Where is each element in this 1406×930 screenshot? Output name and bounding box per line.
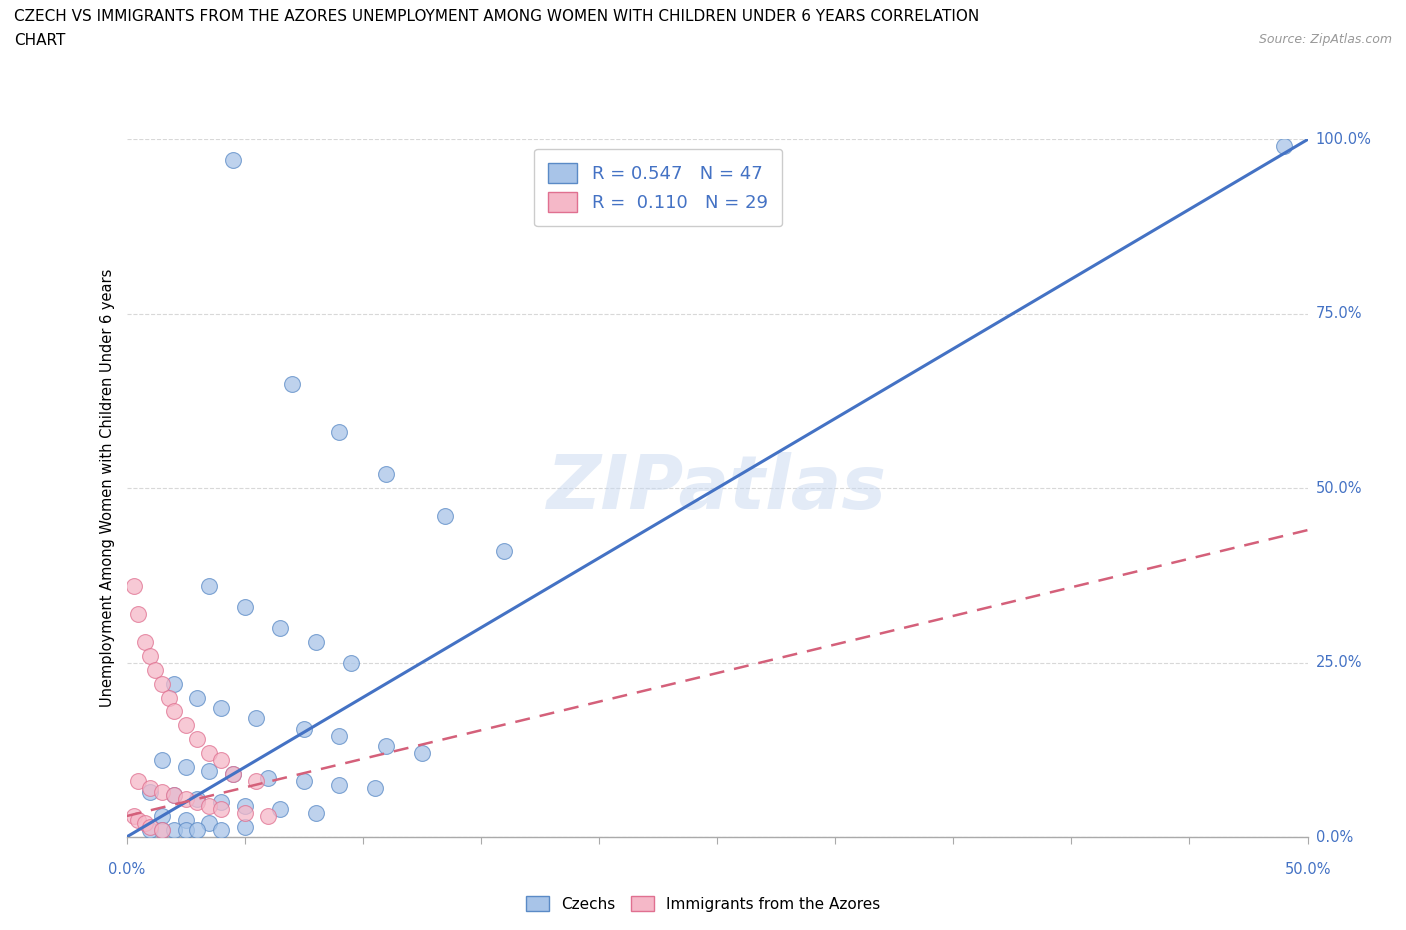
Point [127, 606, 149, 621]
Point [174, 760, 197, 775]
Point [209, 794, 232, 809]
Point [209, 700, 232, 715]
Point [139, 781, 162, 796]
Point [222, 153, 245, 167]
Point [304, 805, 326, 820]
Point [328, 777, 350, 792]
Point [198, 578, 221, 593]
Point [198, 798, 221, 813]
Point [269, 620, 291, 635]
Point [150, 676, 173, 691]
Point [434, 509, 457, 524]
Point [157, 690, 180, 705]
Point [150, 784, 173, 799]
Point [209, 823, 232, 837]
Point [143, 662, 166, 677]
Point [304, 634, 326, 649]
Point [186, 794, 208, 809]
Point [174, 791, 197, 806]
Point [494, 543, 516, 558]
Point [186, 823, 208, 837]
Point [209, 753, 232, 768]
Text: ZIPatlas: ZIPatlas [547, 452, 887, 525]
Point [209, 802, 232, 817]
Text: CZECH VS IMMIGRANTS FROM THE AZORES UNEMPLOYMENT AMONG WOMEN WITH CHILDREN UNDER: CZECH VS IMMIGRANTS FROM THE AZORES UNEM… [14, 9, 980, 24]
Point [139, 823, 162, 837]
Text: 0.0%: 0.0% [1316, 830, 1353, 844]
Point [150, 809, 173, 824]
Point [139, 819, 162, 834]
Point [186, 791, 208, 806]
Point [163, 823, 186, 837]
Point [269, 802, 291, 817]
Text: 75.0%: 75.0% [1316, 306, 1362, 322]
Point [150, 823, 173, 837]
Point [174, 812, 197, 827]
Point [328, 425, 350, 440]
Point [150, 753, 173, 768]
Point [174, 823, 197, 837]
Point [257, 770, 280, 785]
Text: 50.0%: 50.0% [1316, 481, 1362, 496]
Y-axis label: Unemployment Among Women with Children Under 6 years: Unemployment Among Women with Children U… [100, 269, 115, 708]
Point [127, 812, 149, 827]
Point [375, 467, 398, 482]
Point [340, 655, 363, 670]
Point [245, 711, 267, 725]
Point [163, 788, 186, 803]
Legend: Czechs, Immigrants from the Azores: Czechs, Immigrants from the Azores [520, 889, 886, 918]
Point [139, 784, 162, 799]
Point [411, 746, 433, 761]
Point [375, 738, 398, 753]
Point [328, 728, 350, 743]
Point [139, 648, 162, 663]
Text: 100.0%: 100.0% [1316, 132, 1372, 147]
Point [233, 798, 256, 813]
Point [163, 704, 186, 719]
Point [245, 774, 267, 789]
Point [198, 816, 221, 830]
Text: 0.0%: 0.0% [108, 862, 145, 877]
Point [292, 722, 315, 737]
Point [186, 732, 208, 747]
Text: CHART: CHART [14, 33, 66, 47]
Point [134, 816, 156, 830]
Point [233, 819, 256, 834]
Point [1272, 140, 1295, 154]
Point [122, 809, 145, 824]
Point [174, 718, 197, 733]
Point [292, 774, 315, 789]
Point [257, 809, 280, 824]
Point [163, 676, 186, 691]
Point [127, 774, 149, 789]
Text: Source: ZipAtlas.com: Source: ZipAtlas.com [1258, 33, 1392, 46]
Point [222, 766, 245, 781]
Point [636, 150, 658, 165]
Point [233, 805, 256, 820]
Point [233, 600, 256, 615]
Point [163, 788, 186, 803]
Legend: R = 0.547   N = 47, R =  0.110   N = 29: R = 0.547 N = 47, R = 0.110 N = 29 [534, 149, 782, 226]
Point [186, 690, 208, 705]
Point [150, 823, 173, 837]
Point [198, 746, 221, 761]
Text: 50.0%: 50.0% [1284, 862, 1331, 877]
Point [281, 376, 304, 391]
Point [134, 634, 156, 649]
Text: 25.0%: 25.0% [1316, 655, 1362, 671]
Point [363, 781, 385, 796]
Point [222, 766, 245, 781]
Point [198, 764, 221, 778]
Point [122, 578, 145, 593]
